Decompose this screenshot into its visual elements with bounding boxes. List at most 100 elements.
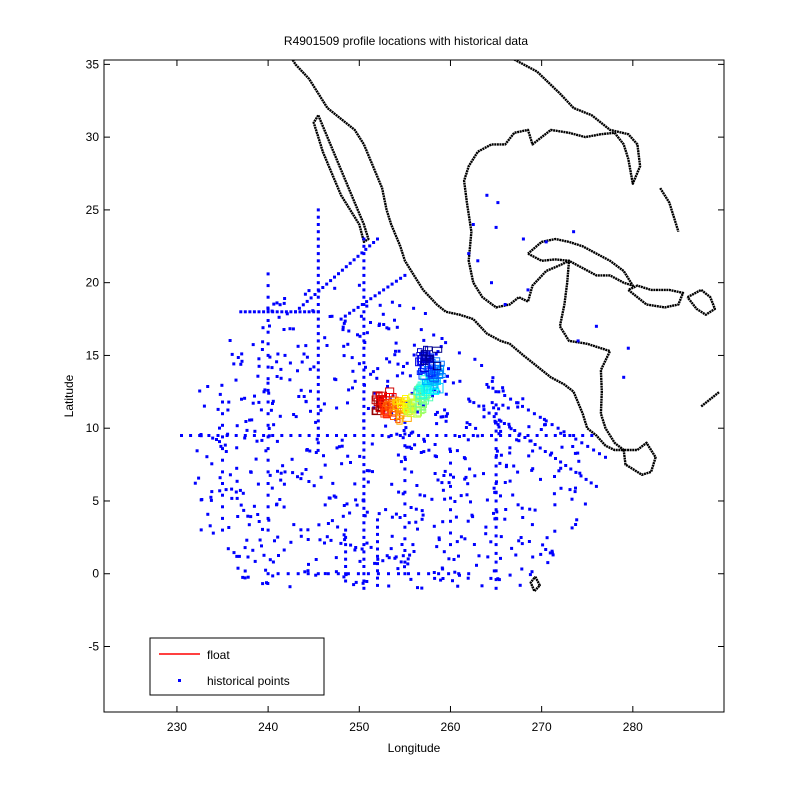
historical-point [221, 458, 224, 462]
historical-point [495, 480, 498, 484]
historical-point [271, 560, 275, 564]
historical-point [527, 425, 531, 429]
historical-point [452, 475, 455, 479]
historical-point [221, 400, 224, 404]
historical-point [199, 528, 203, 532]
historical-point [441, 415, 445, 419]
historical-point [267, 391, 271, 395]
historical-point [578, 471, 582, 475]
historical-point [538, 415, 542, 419]
historical-point [362, 477, 366, 481]
historical-point [394, 349, 397, 353]
historical-point [467, 252, 471, 256]
historical-point [494, 482, 498, 485]
historical-point [344, 434, 348, 437]
historical-point [465, 493, 469, 497]
historical-point [343, 314, 347, 318]
historical-point [332, 494, 336, 498]
historical-point [362, 375, 366, 379]
historical-point [245, 538, 249, 542]
historical-point [484, 525, 488, 529]
historical-point [249, 515, 253, 519]
historical-point [279, 367, 283, 371]
historical-point [403, 490, 407, 494]
historical-point [394, 279, 398, 283]
historical-point [362, 252, 366, 256]
historical-point [365, 300, 369, 304]
historical-point [247, 523, 251, 527]
historical-point [294, 310, 297, 314]
chart-title: R4901509 profile locations with historic… [284, 34, 528, 48]
historical-point [390, 282, 394, 286]
historical-point [218, 426, 221, 430]
historical-point [330, 314, 334, 318]
historical-point [369, 372, 373, 376]
legend-box [149, 637, 325, 696]
historical-point [353, 548, 357, 552]
historical-point [443, 379, 447, 383]
historical-point [366, 407, 370, 410]
historical-point [420, 517, 424, 521]
historical-point [326, 522, 330, 525]
historical-point [289, 434, 293, 437]
historical-point [235, 479, 239, 483]
historical-point [334, 570, 338, 574]
historical-point [449, 461, 452, 465]
historical-point [420, 586, 424, 590]
historical-point [193, 481, 197, 485]
historical-point [329, 279, 333, 283]
historical-point [275, 503, 278, 507]
historical-point [205, 455, 209, 459]
historical-point [490, 434, 493, 437]
historical-point [353, 379, 357, 383]
historical-point [417, 572, 421, 576]
historical-point [494, 569, 498, 573]
historical-point [477, 404, 481, 408]
historical-point [493, 490, 497, 494]
historical-point [508, 425, 512, 429]
historical-point [316, 361, 320, 365]
historical-point [493, 517, 497, 521]
historical-point [357, 362, 361, 366]
historical-point [403, 432, 407, 436]
historical-point [445, 412, 449, 416]
historical-point [277, 315, 281, 319]
historical-point [362, 368, 366, 372]
historical-point [266, 284, 270, 288]
y-tick-label: 10 [86, 421, 100, 435]
historical-point [494, 455, 498, 459]
historical-point [316, 346, 320, 350]
historical-point [393, 353, 397, 357]
historical-point [266, 572, 270, 576]
historical-point [316, 259, 320, 263]
historical-point [387, 572, 390, 576]
historical-point [487, 411, 491, 415]
historical-point [485, 498, 489, 502]
historical-point [419, 328, 423, 332]
historical-point [444, 414, 448, 418]
historical-point [316, 448, 320, 452]
y-tick-label: 25 [86, 203, 100, 217]
historical-point [354, 546, 358, 549]
historical-point [489, 540, 493, 544]
historical-point [316, 223, 320, 226]
historical-point [468, 423, 472, 426]
historical-point [526, 408, 530, 412]
historical-point [289, 310, 293, 314]
historical-point [243, 310, 247, 314]
historical-point [405, 445, 409, 449]
historical-point [270, 366, 274, 370]
historical-point [476, 259, 480, 263]
historical-point [367, 469, 371, 473]
historical-point [362, 317, 366, 321]
historical-point [494, 438, 498, 442]
historical-point [550, 423, 554, 427]
historical-point [528, 573, 532, 577]
historical-point [299, 534, 303, 538]
float-profile-mark [396, 414, 403, 425]
historical-point [316, 273, 320, 277]
historical-point [426, 434, 430, 437]
historical-point [371, 470, 374, 474]
float-profile-mark [432, 379, 439, 389]
historical-point [280, 434, 284, 437]
